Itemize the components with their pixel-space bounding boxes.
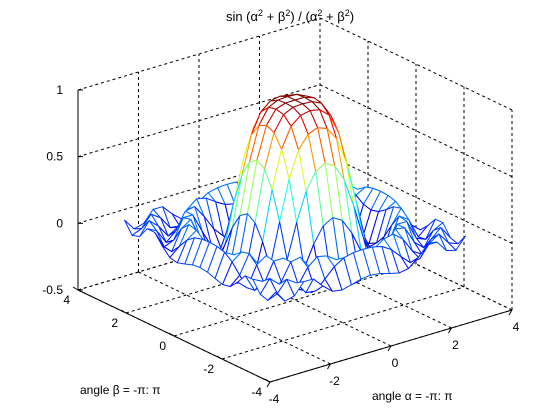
x-tick-label: -2	[329, 374, 340, 388]
x-tick-mark	[327, 363, 331, 370]
x-axis-label: angle α = -π: π	[372, 389, 453, 403]
y-axis-label: angle β = -π: π	[80, 383, 161, 397]
chart-title: sin (α2 + β2) / (α2 + β2)	[226, 8, 354, 24]
x-tick-label: -4	[269, 392, 280, 406]
x-tick-label: 4	[513, 320, 520, 334]
z-tick-label: 0	[56, 216, 63, 230]
y-tick-label: 0	[159, 339, 166, 353]
y-tick-mark	[168, 332, 175, 337]
z-tick-label: 0.5	[46, 150, 63, 164]
y-tick-mark	[120, 309, 127, 314]
grid-line-floor-y	[173, 263, 417, 337]
y-tick-label: 4	[63, 293, 70, 307]
x-tick-label: 2	[452, 338, 459, 352]
y-tick-mark	[216, 355, 223, 360]
y-tick-label: 2	[111, 316, 118, 330]
x-tick-label: 0	[392, 356, 399, 370]
y-tick-mark	[264, 378, 271, 383]
y-tick-label: -4	[251, 385, 262, 399]
x-tick-mark	[448, 327, 452, 334]
z-tick-label: -0.5	[42, 283, 63, 297]
z-tick-label: 1	[56, 83, 63, 97]
grid-line-floor-y	[221, 286, 465, 360]
grid-lines	[72, 17, 513, 388]
x-tick-mark	[387, 345, 392, 352]
surface-quad	[267, 291, 286, 302]
y-tick-mark	[72, 286, 79, 291]
surface-mesh	[124, 93, 466, 302]
x-tick-mark	[508, 309, 513, 316]
y-tick-label: -2	[203, 362, 214, 376]
grid-line-back-z	[77, 17, 321, 91]
x-tick-mark	[266, 381, 271, 388]
